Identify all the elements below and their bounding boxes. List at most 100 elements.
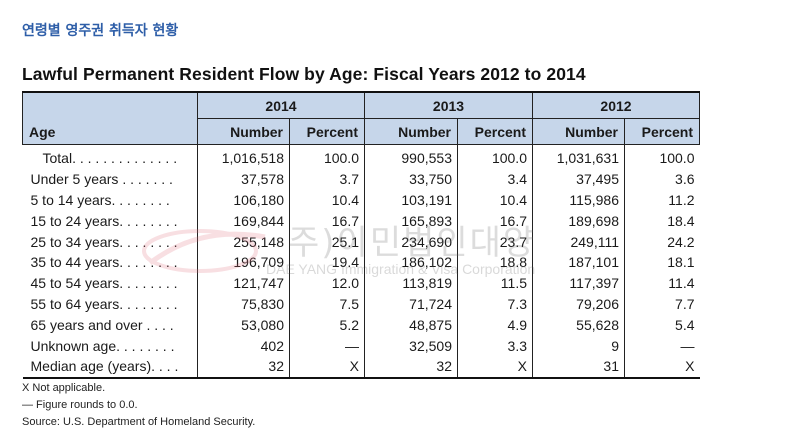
number-cell: 196,709 — [197, 251, 290, 273]
number-cell: 255,148 — [197, 231, 290, 252]
row-label: 45 to 54 years. . . . . . . . — [30, 275, 178, 292]
number-cell: 990,553 — [364, 144, 458, 169]
table-row: 35 to 44 years. . . . . . . . 196,709 19.4… — [23, 251, 700, 273]
row-label: Under 5 years . . . . . . . — [30, 171, 173, 188]
footnote-rounds: — Figure rounds to 0.0. — [22, 399, 138, 411]
subheader-row: Number Percent Number Percent Number Per… — [23, 118, 700, 145]
year-header-2014: 2014 — [197, 91, 365, 119]
number-cell: 402 — [197, 335, 290, 356]
row-label: 55 to 64 years. . . . . . . . — [30, 295, 178, 312]
table-title: Lawful Permanent Resident Flow by Age: F… — [22, 64, 586, 84]
number-cell: 121,747 — [197, 272, 290, 294]
number-cell: 113,819 — [364, 272, 458, 294]
number-cell: 187,101 — [532, 251, 625, 273]
age-table: Age 2014 2013 2012 Number Percent Number… — [22, 91, 700, 379]
table-row: 25 to 34 years. . . . . . . . 255,148 25.1… — [23, 231, 700, 252]
table-row: 45 to 54 years. . . . . . . . 121,747 12.0… — [23, 272, 700, 294]
percent-cell: 100.0 — [289, 144, 365, 169]
number-cell: 79,206 — [532, 293, 625, 315]
table-row: 5 to 14 years. . . . . . . . 106,180 10.4 1… — [23, 189, 700, 211]
percent-cell: 18.1 — [624, 251, 700, 273]
percent-cell: 16.7 — [289, 210, 365, 232]
percent-cell: X — [457, 355, 533, 379]
table-row: 55 to 64 years. . . . . . . . 75,830 7.5 71… — [23, 293, 700, 315]
number-cell: 103,191 — [364, 189, 458, 211]
row-label: Total. . . . . . . . . . . . . . — [42, 150, 178, 167]
year-header-row: Age 2014 2013 2012 — [22, 91, 700, 145]
number-cell: 9 — [532, 335, 625, 356]
number-header: Number — [197, 118, 290, 145]
number-cell: 32 — [364, 355, 458, 379]
row-label: Unknown age. . . . . . . . — [30, 337, 175, 354]
percent-cell: 11.5 — [457, 272, 533, 294]
age-column-header: Age — [22, 91, 198, 145]
table-row: Median age (years). . . . 32 X 32 X 31 X — [22, 355, 700, 379]
percent-cell: 18.8 — [457, 251, 533, 273]
number-cell: 106,180 — [197, 189, 290, 211]
number-cell: 117,397 — [532, 272, 625, 294]
percent-cell: 5.2 — [289, 314, 365, 336]
percent-cell: 7.5 — [289, 293, 365, 315]
row-label: 25 to 34 years. . . . . . . . — [30, 233, 178, 250]
year-header-2013: 2013 — [364, 91, 533, 119]
percent-cell: 3.3 — [457, 335, 533, 356]
percent-cell: 3.4 — [457, 168, 533, 190]
table-row: Total. . . . . . . . . . . . . . 1,016,51… — [23, 144, 700, 169]
percent-cell: 3.6 — [624, 168, 700, 190]
percent-cell: 25.1 — [289, 231, 365, 252]
number-cell: 234,690 — [364, 231, 458, 252]
number-cell: 169,844 — [197, 210, 290, 232]
footnote-source: Source: U.S. Department of Homeland Secu… — [22, 416, 256, 428]
number-cell: 115,986 — [532, 189, 625, 211]
number-cell: 165,893 — [364, 210, 458, 232]
percent-cell: 7.7 — [624, 293, 700, 315]
number-cell: 75,830 — [197, 293, 290, 315]
number-cell: 37,578 — [197, 168, 290, 190]
percent-cell: 18.4 — [624, 210, 700, 232]
number-cell: 55,628 — [532, 314, 625, 336]
percent-cell: — — [289, 335, 365, 356]
number-cell: 1,016,518 — [197, 144, 290, 169]
percent-cell: 23.7 — [457, 231, 533, 252]
percent-cell: 16.7 — [457, 210, 533, 232]
percent-cell: 5.4 — [624, 314, 700, 336]
number-cell: 186,102 — [364, 251, 458, 273]
table-row: Under 5 years . . . . . . . 37,578 3.7 33,7… — [23, 168, 700, 190]
percent-header: Percent — [457, 118, 533, 145]
number-header: Number — [532, 118, 625, 145]
percent-cell: 100.0 — [457, 144, 533, 169]
footnote-not-applicable: X Not applicable. — [22, 382, 106, 394]
percent-cell: 11.2 — [624, 189, 700, 211]
number-cell: 33,750 — [364, 168, 458, 190]
number-cell: 189,698 — [532, 210, 625, 232]
number-cell: 53,080 — [197, 314, 290, 336]
number-cell: 32,509 — [364, 335, 458, 356]
number-cell: 1,031,631 — [532, 144, 625, 169]
percent-cell: 10.4 — [289, 189, 365, 211]
percent-cell: 19.4 — [289, 251, 365, 273]
percent-cell: 100.0 — [624, 144, 700, 169]
percent-cell: X — [624, 355, 700, 379]
percent-cell: 12.0 — [289, 272, 365, 294]
number-header: Number — [364, 118, 458, 145]
percent-header: Percent — [624, 118, 700, 145]
korean-title: 연령별 영주권 취득자 현황 — [22, 23, 179, 39]
row-label: 65 years and over . . . . — [30, 316, 174, 333]
percent-cell: 3.7 — [289, 168, 365, 190]
percent-cell: 11.4 — [624, 272, 700, 294]
number-cell: 32 — [197, 355, 290, 379]
year-header-2012: 2012 — [532, 91, 700, 119]
percent-cell: 4.9 — [457, 314, 533, 336]
percent-cell: 24.2 — [624, 231, 700, 252]
row-label: 5 to 14 years. . . . . . . . — [30, 191, 170, 208]
percent-cell: 7.3 — [457, 293, 533, 315]
percent-header: Percent — [289, 118, 365, 145]
row-label: 35 to 44 years. . . . . . . . — [30, 254, 178, 271]
percent-cell: 10.4 — [457, 189, 533, 211]
table-row: 15 to 24 years. . . . . . . . 169,844 16.7… — [23, 210, 700, 232]
row-label: Median age (years). . . . — [22, 355, 198, 379]
number-cell: 48,875 — [364, 314, 458, 336]
table-row: 65 years and over . . . . 53,080 5.2 48,875… — [23, 314, 700, 336]
number-cell: 37,495 — [532, 168, 625, 190]
number-cell: 31 — [532, 355, 625, 379]
